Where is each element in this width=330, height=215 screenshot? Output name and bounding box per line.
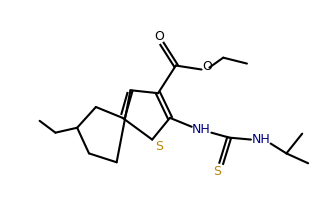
Text: S: S	[155, 140, 163, 153]
Text: S: S	[213, 165, 221, 178]
Text: NH: NH	[192, 123, 211, 136]
Text: O: O	[154, 31, 164, 43]
Text: NH: NH	[251, 133, 270, 146]
Text: O: O	[203, 60, 213, 73]
